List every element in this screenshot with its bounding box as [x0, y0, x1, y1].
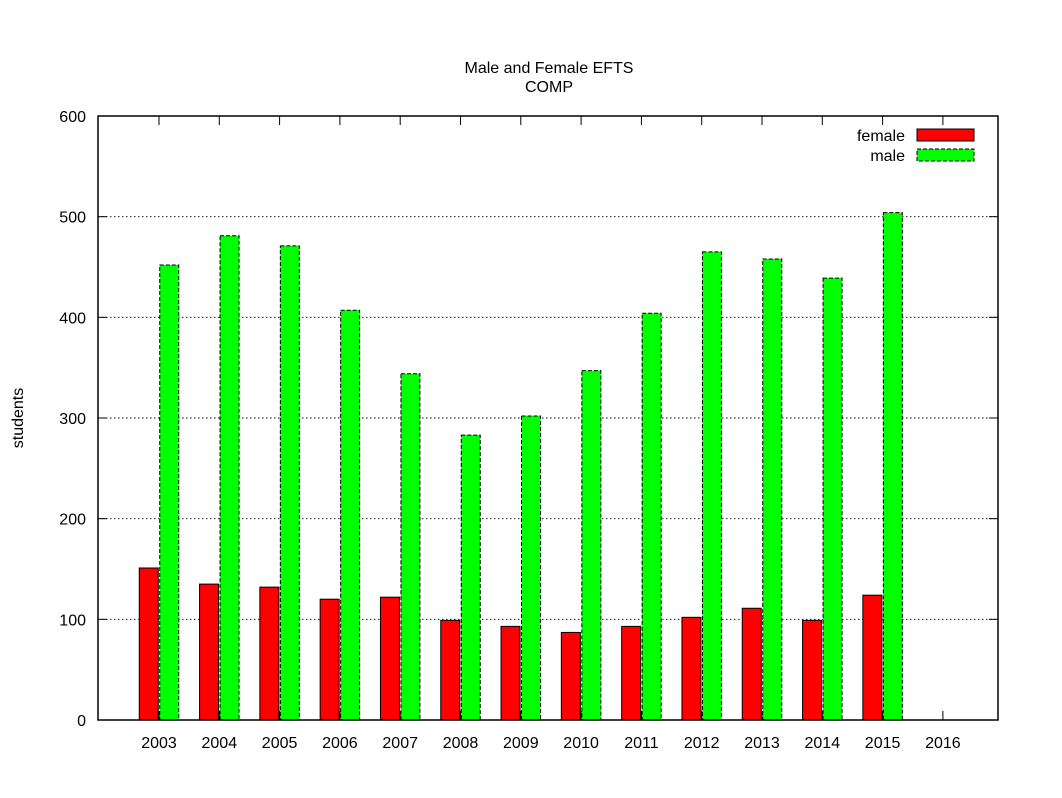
bar-male — [581, 370, 602, 721]
bar-female — [379, 596, 400, 721]
x-tick-label: 2005 — [262, 735, 298, 752]
legend-swatch-female — [916, 128, 975, 142]
bar-female — [199, 583, 220, 721]
y-tick-label: 200 — [59, 512, 86, 529]
x-tick-label: 2010 — [563, 735, 599, 752]
chart-subtitle: COMP — [525, 79, 573, 96]
bar-female — [802, 619, 823, 721]
x-tick-label: 2015 — [865, 735, 901, 752]
bar-male — [279, 245, 300, 721]
x-tick-label: 2016 — [925, 735, 961, 752]
x-tick-label: 2013 — [744, 735, 780, 752]
bar-male — [762, 258, 783, 721]
bar-female — [741, 607, 762, 721]
bar-male — [159, 264, 180, 721]
y-tick-label: 500 — [59, 210, 86, 227]
x-tick-label: 2011 — [624, 735, 659, 752]
bar-female — [681, 616, 702, 721]
y-tick-label: 0 — [77, 713, 86, 730]
bar-male — [701, 251, 722, 721]
bar-female — [862, 594, 883, 721]
bar-male — [882, 212, 903, 721]
bar-male — [400, 373, 421, 721]
bar-female — [621, 625, 642, 721]
plot-frame — [97, 115, 999, 721]
bar-male — [460, 434, 481, 721]
bar-female — [138, 567, 159, 721]
x-tick-label: 2007 — [382, 735, 418, 752]
bar-female — [560, 631, 581, 721]
y-tick-label: 400 — [59, 310, 86, 327]
legend: female male — [857, 128, 975, 165]
bar-male — [822, 277, 843, 721]
bars-group — [138, 212, 903, 721]
x-tick-label: 2014 — [805, 735, 841, 752]
x-tick-label: 2004 — [202, 735, 238, 752]
y-tick-label: 100 — [59, 612, 86, 629]
bar-female — [319, 598, 340, 721]
x-tick-label: 2009 — [503, 735, 539, 752]
legend-swatch-male — [916, 148, 975, 162]
x-tick-label: 2008 — [443, 735, 479, 752]
chart-title: Male and Female EFTS — [465, 60, 634, 77]
x-tick-label: 2003 — [141, 735, 177, 752]
y-tick-label: 300 — [59, 411, 86, 428]
legend-label-female: female — [857, 128, 905, 145]
bar-male — [340, 309, 361, 721]
bar-female — [259, 586, 280, 721]
bar-male — [521, 415, 542, 721]
y-axis-ticks: 0 100 200 300 400 500 600 — [59, 109, 998, 730]
legend-label-male: male — [870, 148, 905, 165]
bar-female — [500, 625, 521, 721]
x-tick-label: 2006 — [322, 735, 358, 752]
bar-male — [641, 312, 662, 721]
bar-female — [440, 619, 461, 721]
bar-male — [219, 235, 240, 721]
x-tick-label: 2012 — [684, 735, 720, 752]
x-axis-ticks: 2003 2004 2005 2006 2007 2008 2009 2010 2011 2012… — [141, 116, 961, 752]
y-tick-label: 600 — [59, 109, 86, 126]
y-axis-label: students — [10, 388, 27, 448]
